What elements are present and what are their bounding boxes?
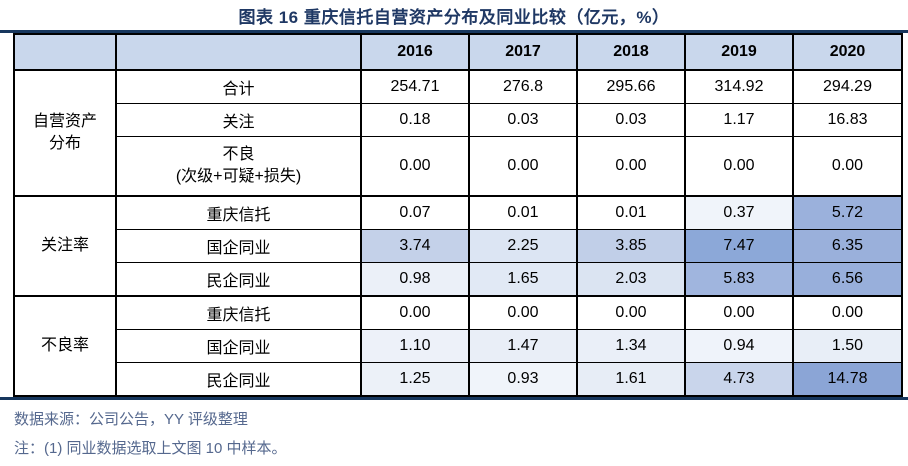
value-cell: 0.00 [684, 295, 794, 330]
value-cell: 1.61 [576, 362, 686, 397]
bottom-rule [0, 397, 908, 400]
row-label-total: 合计 [115, 69, 362, 104]
row-label-private-peers: 民企同业 [115, 262, 362, 297]
row-label-special-mention: 关注 [115, 103, 362, 137]
value-cell: 254.71 [360, 69, 470, 104]
value-cell: 0.03 [468, 103, 578, 137]
value-cell: 0.01 [576, 195, 686, 230]
value-cell: 1.34 [576, 329, 686, 363]
value-cell: 1.47 [468, 329, 578, 363]
value-cell: 5.83 [684, 262, 794, 297]
value-cell: 294.29 [792, 69, 903, 104]
value-cell: 6.56 [792, 262, 903, 297]
row-label-cqtrust: 重庆信托 [115, 295, 362, 330]
value-cell: 0.03 [576, 103, 686, 137]
value-cell: 0.98 [360, 262, 470, 297]
value-cell: 4.73 [684, 362, 794, 397]
value-cell: 6.35 [792, 229, 903, 263]
value-cell: 14.78 [792, 362, 903, 397]
table-row-nplr-private-peers: 民企同业 1.25 0.93 1.61 4.73 14.78 [14, 362, 903, 397]
value-cell: 1.25 [360, 362, 470, 397]
table-row-npl: 不良 (次级+可疑+损失) 0.00 0.00 0.00 0.00 0.00 [14, 136, 903, 197]
row-label-private-peers: 民企同业 [115, 362, 362, 397]
row-label-soe-peers: 国企同业 [115, 329, 362, 363]
group-label-line: 自营资产 [32, 113, 97, 130]
table-title: 图表 16 重庆信托自营资产分布及同业比较（亿元，%） [238, 8, 670, 27]
value-cell: 0.18 [360, 103, 470, 137]
row-label-npl: 不良 (次级+可疑+损失) [115, 136, 362, 197]
value-cell: 0.00 [360, 295, 470, 330]
header-cell-group [13, 33, 117, 71]
group-label-npl-rate: 不良率 [13, 295, 117, 397]
header-cell-year-2019: 2019 [684, 33, 794, 71]
value-cell: 295.66 [576, 69, 686, 104]
group-label-line: 分布 [48, 135, 81, 152]
value-cell: 0.00 [576, 295, 686, 330]
header-row: 2016 2017 2018 2019 2020 [13, 33, 903, 71]
value-cell: 2.03 [576, 262, 686, 297]
group-label-special-mention-rate: 关注率 [13, 195, 117, 297]
value-cell: 0.00 [360, 136, 470, 197]
table-row-nplr-soe-peers: 国企同业 1.10 1.47 1.34 0.94 1.50 [14, 329, 903, 363]
value-cell: 1.17 [684, 103, 794, 137]
value-cell: 1.50 [792, 329, 903, 363]
top-rule [0, 30, 908, 33]
value-cell: 0.00 [576, 136, 686, 197]
value-cell: 276.8 [468, 69, 578, 104]
row-label-soe-peers: 国企同业 [115, 229, 362, 263]
value-cell: 0.01 [468, 195, 578, 230]
value-cell: 1.65 [468, 262, 578, 297]
header-cell-year-2017: 2017 [468, 33, 578, 71]
row-label-cqtrust: 重庆信托 [115, 195, 362, 230]
value-cell: 2.25 [468, 229, 578, 263]
data-table: 2016 2017 2018 2019 2020 自营资产 分布 合计 254.… [13, 33, 903, 397]
header-cell-year-2016: 2016 [360, 33, 470, 71]
value-cell: 3.74 [360, 229, 470, 263]
value-cell: 0.07 [360, 195, 470, 230]
value-cell: 0.00 [792, 295, 903, 330]
header-cell-metric [115, 33, 362, 71]
value-cell: 1.10 [360, 329, 470, 363]
header-cell-year-2018: 2018 [576, 33, 686, 71]
table-row-special-mention: 关注 0.18 0.03 0.03 1.17 16.83 [14, 103, 903, 137]
value-cell: 16.83 [792, 103, 903, 137]
value-cell: 0.00 [792, 136, 903, 197]
table-row-smr-soe-peers: 国企同业 3.74 2.25 3.85 7.47 6.35 [14, 229, 903, 263]
value-cell: 7.47 [684, 229, 794, 263]
value-cell: 0.00 [468, 295, 578, 330]
footnote-text: 注：(1) 同业数据选取上文图 10 中样本。 [14, 440, 287, 457]
row-label-line: 不良 [222, 146, 255, 163]
table-row-smr-private-peers: 民企同业 0.98 1.65 2.03 5.83 6.56 [14, 262, 903, 297]
value-cell: 5.72 [792, 195, 903, 230]
value-cell: 0.37 [684, 195, 794, 230]
value-cell: 314.92 [684, 69, 794, 104]
table-row-total: 自营资产 分布 合计 254.71 276.8 295.66 314.92 29… [13, 69, 903, 197]
header-cell-year-2020: 2020 [792, 33, 903, 71]
data-source-text: 数据来源：公司公告，YY 评级整理 [14, 411, 248, 428]
table-row-nplr-cqtrust: 不良率 重庆信托 0.00 0.00 0.00 0.00 0.00 [13, 295, 903, 397]
value-cell: 0.94 [684, 329, 794, 363]
value-cell: 0.00 [468, 136, 578, 197]
value-cell: 3.85 [576, 229, 686, 263]
table-row-smr-cqtrust: 关注率 重庆信托 0.07 0.01 0.01 0.37 5.72 [13, 195, 903, 297]
row-label-line: (次级+可疑+损失) [175, 168, 302, 185]
value-cell: 0.00 [684, 136, 794, 197]
value-cell: 0.93 [468, 362, 578, 397]
group-label-asset-distribution: 自营资产 分布 [13, 69, 117, 197]
